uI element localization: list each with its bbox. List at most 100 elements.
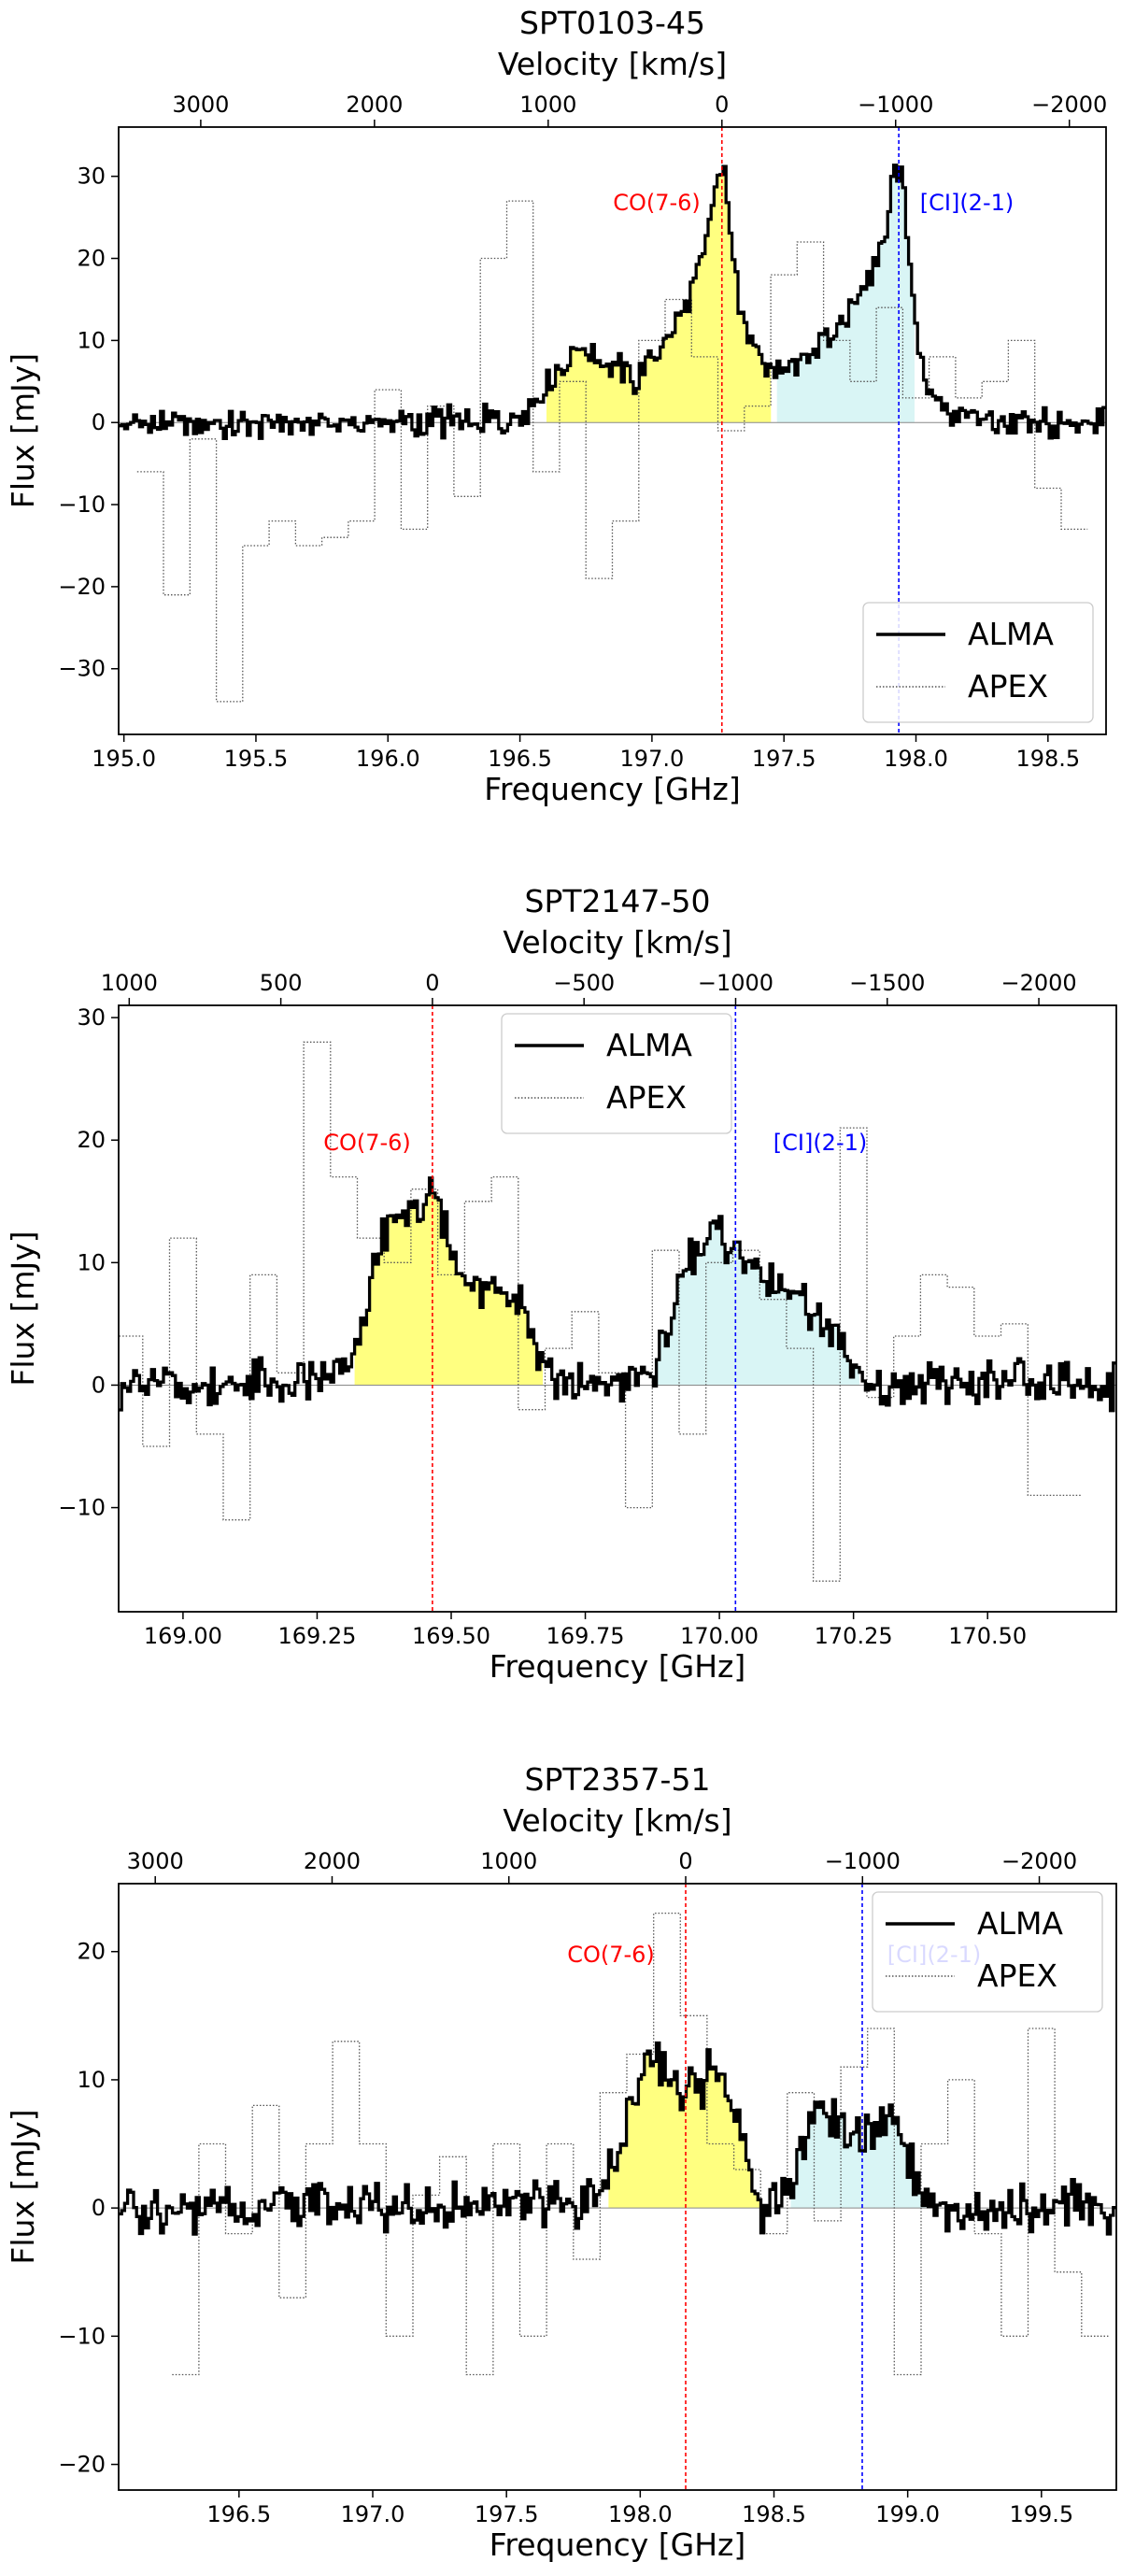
- co-line-label: CO(7-6): [323, 1130, 411, 1156]
- x-tick-label: 170.25: [815, 1623, 893, 1649]
- legend: ALMA APEX: [501, 1013, 732, 1134]
- velocity-tick-label: 0: [678, 1848, 692, 1874]
- panel-title: SPT2357-51: [525, 1761, 711, 1798]
- x-tick-label: 197.5: [752, 746, 816, 772]
- plot-area: [119, 1884, 1116, 2490]
- velocity-tick-label: −500: [553, 970, 615, 996]
- axes-frame: [118, 1883, 1117, 2491]
- velocity-tick-label: 3000: [172, 92, 229, 118]
- plot-area: [119, 127, 1106, 734]
- x-tick-label: 169.50: [412, 1623, 490, 1649]
- x-tick-label: 196.5: [206, 2501, 271, 2527]
- legend-alma-label: ALMA: [606, 1027, 692, 1063]
- x-tick-label: 198.5: [1015, 746, 1080, 772]
- velocity-tick-label: 0: [425, 970, 439, 996]
- x-tick-label: 197.0: [341, 2501, 405, 2527]
- axes-frame: [118, 1004, 1117, 1613]
- velocity-axis-label: Velocity [km/s]: [503, 1802, 731, 1839]
- x-tick-label: 198.0: [884, 746, 948, 772]
- x-tick-label: 195.5: [224, 746, 289, 772]
- legend-alma-label: ALMA: [968, 616, 1054, 652]
- ci-line-label: [CI](2-1): [773, 1130, 868, 1156]
- x-tick-label: 197.5: [475, 2501, 539, 2527]
- x-axis-label: Frequency [GHz]: [484, 771, 740, 807]
- y-tick-label: −10: [58, 491, 106, 518]
- legend-apex-label: APEX: [977, 1957, 1057, 1994]
- x-tick-label: 169.75: [546, 1623, 625, 1649]
- velocity-axis-label: Velocity [km/s]: [498, 46, 727, 82]
- x-tick-label: 195.0: [92, 746, 156, 772]
- co-emission-fill: [354, 1177, 544, 1386]
- velocity-tick-label: −2000: [1001, 1848, 1077, 1874]
- legend-box: [862, 602, 1094, 723]
- x-tick-label: 198.5: [742, 2501, 806, 2527]
- y-tick-label: 0: [92, 1372, 106, 1398]
- y-tick-label: 20: [77, 1939, 106, 1965]
- y-tick-label: 20: [77, 1127, 106, 1153]
- plot-area: [119, 1005, 1116, 1612]
- panel-spt2147-50: CO(7-6) [CI](2-1) 169.00 169.25 169.50 169.75…: [5, 883, 1117, 1685]
- x-tick-label: 170.00: [680, 1623, 759, 1649]
- velocity-tick-label: 1000: [101, 970, 158, 996]
- x-axis-label: Frequency [GHz]: [490, 2526, 745, 2563]
- x-tick-label: 199.0: [875, 2501, 940, 2527]
- alma-spectrum: [119, 1176, 1116, 1413]
- velocity-tick-label: 1000: [480, 1848, 537, 1874]
- y-tick-label: 20: [77, 246, 106, 272]
- y-tick-label: −10: [58, 2323, 106, 2349]
- x-tick-label: 198.0: [608, 2501, 673, 2527]
- y-axis-label: Flux [mJy]: [5, 2109, 41, 2264]
- velocity-tick-label: −1000: [698, 970, 773, 996]
- y-tick-label: 10: [77, 1249, 106, 1275]
- apex-spectrum: [172, 1912, 1109, 2376]
- x-tick-label: 199.5: [1009, 2501, 1073, 2527]
- y-tick-label: 30: [77, 1004, 106, 1031]
- ci-emission-fill: [656, 1216, 859, 1386]
- x-tick-label: 169.25: [277, 1623, 356, 1649]
- legend-apex-label: APEX: [606, 1079, 687, 1116]
- legend: ALMA APEX: [862, 602, 1094, 723]
- y-axis-label: Flux [mJy]: [5, 1231, 41, 1386]
- panel-title: SPT0103-45: [519, 5, 705, 41]
- legend: ALMA APEX: [872, 1891, 1103, 2013]
- velocity-tick-label: −1000: [825, 1848, 901, 1874]
- y-tick-label: 0: [92, 2195, 106, 2221]
- y-tick-label: −20: [58, 574, 106, 600]
- legend-box: [872, 1891, 1103, 2013]
- y-tick-label: 10: [77, 2067, 106, 2093]
- panel-spt2357-51: CO(7-6)[CI](2-1)196.5197.0197.5198.0198.…: [5, 1761, 1117, 2563]
- legend-apex-label: APEX: [968, 668, 1048, 704]
- legend-box: [501, 1013, 732, 1134]
- y-tick-label: −20: [58, 2452, 106, 2478]
- axes-frame: [118, 126, 1107, 735]
- y-tick-label: −10: [58, 1495, 106, 1521]
- alma-spectrum: [119, 2041, 1116, 2236]
- co-line-label: CO(7-6): [567, 1942, 655, 1968]
- x-tick-label: 169.00: [144, 1623, 222, 1649]
- velocity-axis-label: Velocity [km/s]: [503, 924, 731, 961]
- x-axis-label: Frequency [GHz]: [490, 1648, 745, 1685]
- velocity-tick-label: −2000: [1031, 92, 1107, 118]
- x-tick-label: 196.5: [488, 746, 552, 772]
- velocity-tick-label: 1000: [519, 92, 576, 118]
- velocity-tick-label: −2000: [1000, 970, 1076, 996]
- apex-spectrum: [119, 1041, 1082, 1582]
- y-tick-label: 0: [92, 409, 106, 435]
- y-tick-label: −30: [58, 656, 106, 682]
- velocity-tick-label: 3000: [127, 1848, 184, 1874]
- velocity-tick-label: −1000: [858, 92, 933, 118]
- legend-alma-label: ALMA: [977, 1905, 1063, 1942]
- alma-spectrum: [119, 164, 1106, 440]
- x-tick-label: 170.50: [948, 1623, 1027, 1649]
- x-tick-label: 197.0: [620, 746, 685, 772]
- velocity-tick-label: 500: [260, 970, 303, 996]
- panel-spt0103-45: CO(7-6) [CI](2-1) 195.0 195.5 196.0 196.5 197.…: [5, 5, 1107, 807]
- y-axis-label: Flux [mJy]: [5, 353, 41, 508]
- velocity-tick-label: 0: [715, 92, 729, 118]
- co-emission-fill: [546, 166, 772, 423]
- co-emission-fill: [608, 2042, 761, 2209]
- velocity-tick-label: 2000: [304, 1848, 361, 1874]
- y-tick-label: 10: [77, 327, 106, 353]
- x-tick-label: 196.0: [356, 746, 420, 772]
